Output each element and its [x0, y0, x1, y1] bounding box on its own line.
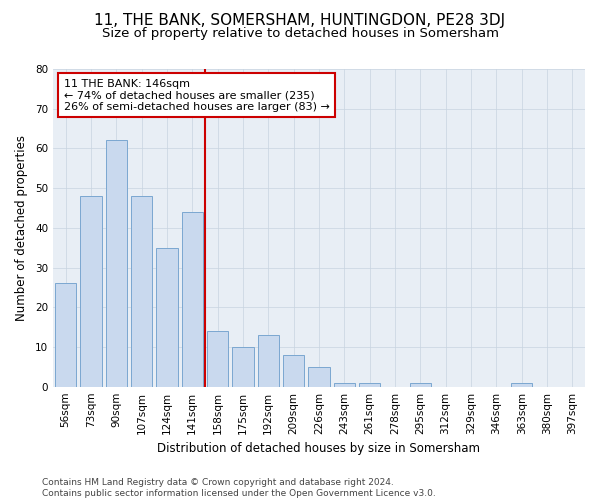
- Bar: [207, 331, 229, 386]
- Bar: [410, 382, 431, 386]
- Bar: [182, 212, 203, 386]
- Text: Contains HM Land Registry data © Crown copyright and database right 2024.
Contai: Contains HM Land Registry data © Crown c…: [42, 478, 436, 498]
- Bar: [80, 196, 102, 386]
- Bar: [131, 196, 152, 386]
- Bar: [511, 382, 532, 386]
- Bar: [359, 382, 380, 386]
- Bar: [232, 347, 254, 387]
- Text: 11 THE BANK: 146sqm
← 74% of detached houses are smaller (235)
26% of semi-detac: 11 THE BANK: 146sqm ← 74% of detached ho…: [64, 78, 329, 112]
- Bar: [106, 140, 127, 386]
- Y-axis label: Number of detached properties: Number of detached properties: [15, 135, 28, 321]
- Bar: [308, 367, 330, 386]
- Bar: [55, 284, 76, 387]
- Text: Size of property relative to detached houses in Somersham: Size of property relative to detached ho…: [101, 28, 499, 40]
- Text: 11, THE BANK, SOMERSHAM, HUNTINGDON, PE28 3DJ: 11, THE BANK, SOMERSHAM, HUNTINGDON, PE2…: [94, 12, 506, 28]
- Bar: [334, 382, 355, 386]
- X-axis label: Distribution of detached houses by size in Somersham: Distribution of detached houses by size …: [157, 442, 481, 455]
- Bar: [156, 248, 178, 386]
- Bar: [257, 335, 279, 386]
- Bar: [283, 355, 304, 386]
